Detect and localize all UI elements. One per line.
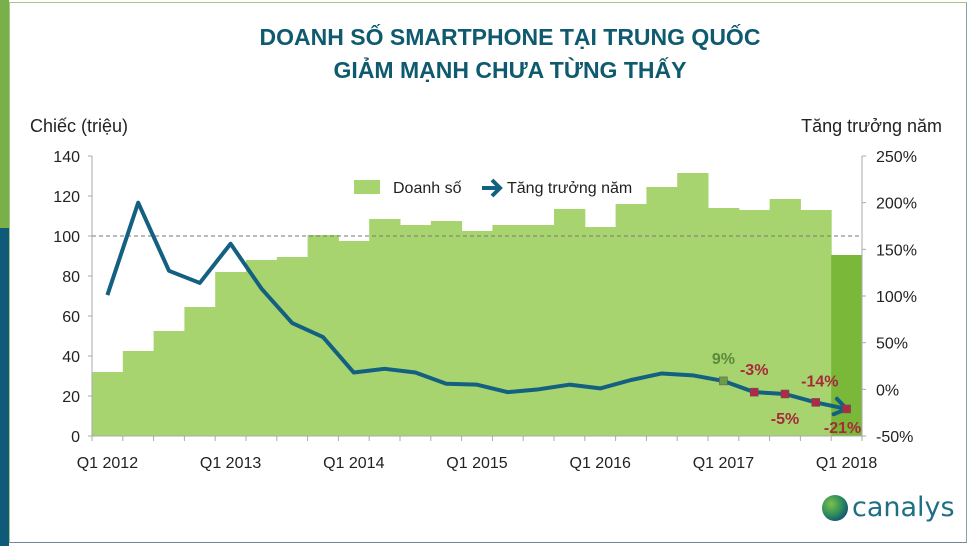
bar-q3-2013 xyxy=(276,257,309,436)
x-tick-label: Q1 2013 xyxy=(200,455,261,472)
y-right-tick-label: 200% xyxy=(876,196,917,213)
bar-q1-2017 xyxy=(708,208,740,436)
brand-name: canalys xyxy=(852,492,955,523)
bar-q2-2016 xyxy=(615,204,647,436)
bar-q3-2017 xyxy=(769,199,801,436)
y-right-axis-title: Tăng trưởng năm xyxy=(801,116,942,136)
x-tick-label: Q1 2018 xyxy=(816,455,877,472)
y-left-tick-label: 100 xyxy=(53,229,80,246)
bar-q3-2016 xyxy=(646,187,678,436)
x-tick-label: Q1 2015 xyxy=(446,455,507,472)
y-left-tick-label: 140 xyxy=(53,149,80,166)
x-tick-label: Q1 2012 xyxy=(77,455,138,472)
bar-q4-2015 xyxy=(554,209,586,436)
marker-q3-2017 xyxy=(780,389,790,399)
data-label: -3% xyxy=(740,362,768,379)
canalys-logo: canalys xyxy=(822,492,955,523)
chart-title-line1: DOANH SỐ SMARTPHONE TẠI TRUNG QUỐC xyxy=(259,24,761,50)
x-tick-label: Q1 2017 xyxy=(693,455,754,472)
bar-q2-2014 xyxy=(369,219,401,436)
y-left-axis-title: Chiếc (triệu) xyxy=(30,116,128,136)
y-right-tick-label: 50% xyxy=(876,336,908,353)
slide-frame xyxy=(9,2,967,543)
y-right-tick-label: 150% xyxy=(876,242,917,259)
bar-q4-2016 xyxy=(677,173,709,436)
y-right-tick-label: 100% xyxy=(876,289,917,306)
bar-q3-2015 xyxy=(523,225,555,436)
y-right-tick-label: 250% xyxy=(876,149,917,166)
bar-q2-2015 xyxy=(492,225,524,436)
marker-q2-2017 xyxy=(749,387,759,397)
y-left-tick-label: 0 xyxy=(71,429,80,446)
y-left-tick-label: 80 xyxy=(62,269,80,286)
bar-q2-2012 xyxy=(122,351,155,436)
data-label: -14% xyxy=(801,373,838,390)
bar-q2-2017 xyxy=(738,210,771,436)
bar-q1-2013 xyxy=(215,272,247,436)
y-right-tick-label: 0% xyxy=(876,382,899,399)
data-label: 9% xyxy=(712,351,735,368)
y-left-tick-label: 40 xyxy=(62,349,80,366)
data-label: -5% xyxy=(771,411,799,428)
y-left-tick-label: 20 xyxy=(62,389,80,406)
legend-label-sales: Doanh số xyxy=(393,180,462,197)
bar-q1-2012 xyxy=(92,372,124,436)
marker-q1-2018 xyxy=(842,404,851,414)
x-tick-label: Q1 2016 xyxy=(570,455,631,472)
bar-q3-2012 xyxy=(153,331,185,436)
data-label: -21% xyxy=(824,420,861,437)
x-tick-label: Q1 2014 xyxy=(323,455,384,472)
marker-q1-2017 xyxy=(719,376,728,386)
y-right-tick-label: -50% xyxy=(876,429,913,446)
bar-q1-2014 xyxy=(338,241,370,436)
legend-arrow-icon xyxy=(490,178,503,198)
globe-icon xyxy=(822,494,848,521)
accent-bar-blue xyxy=(0,228,9,546)
bar-q4-2014 xyxy=(430,221,463,436)
bar-q1-2016 xyxy=(584,227,617,436)
marker-q4-2017 xyxy=(811,398,821,407)
accent-bar-green xyxy=(0,0,9,228)
bar-q3-2014 xyxy=(400,225,432,436)
bar-q1-2015 xyxy=(461,231,493,436)
y-left-tick-label: 60 xyxy=(62,309,80,326)
legend-label-growth: Tăng trưởng năm xyxy=(507,180,632,197)
bar-q4-2012 xyxy=(184,307,216,436)
y-left-tick-label: 120 xyxy=(53,189,80,206)
chart-title-line2: GIẢM MẠNH CHƯA TỪNG THẤY xyxy=(333,57,687,83)
legend-swatch-bar xyxy=(354,180,380,194)
